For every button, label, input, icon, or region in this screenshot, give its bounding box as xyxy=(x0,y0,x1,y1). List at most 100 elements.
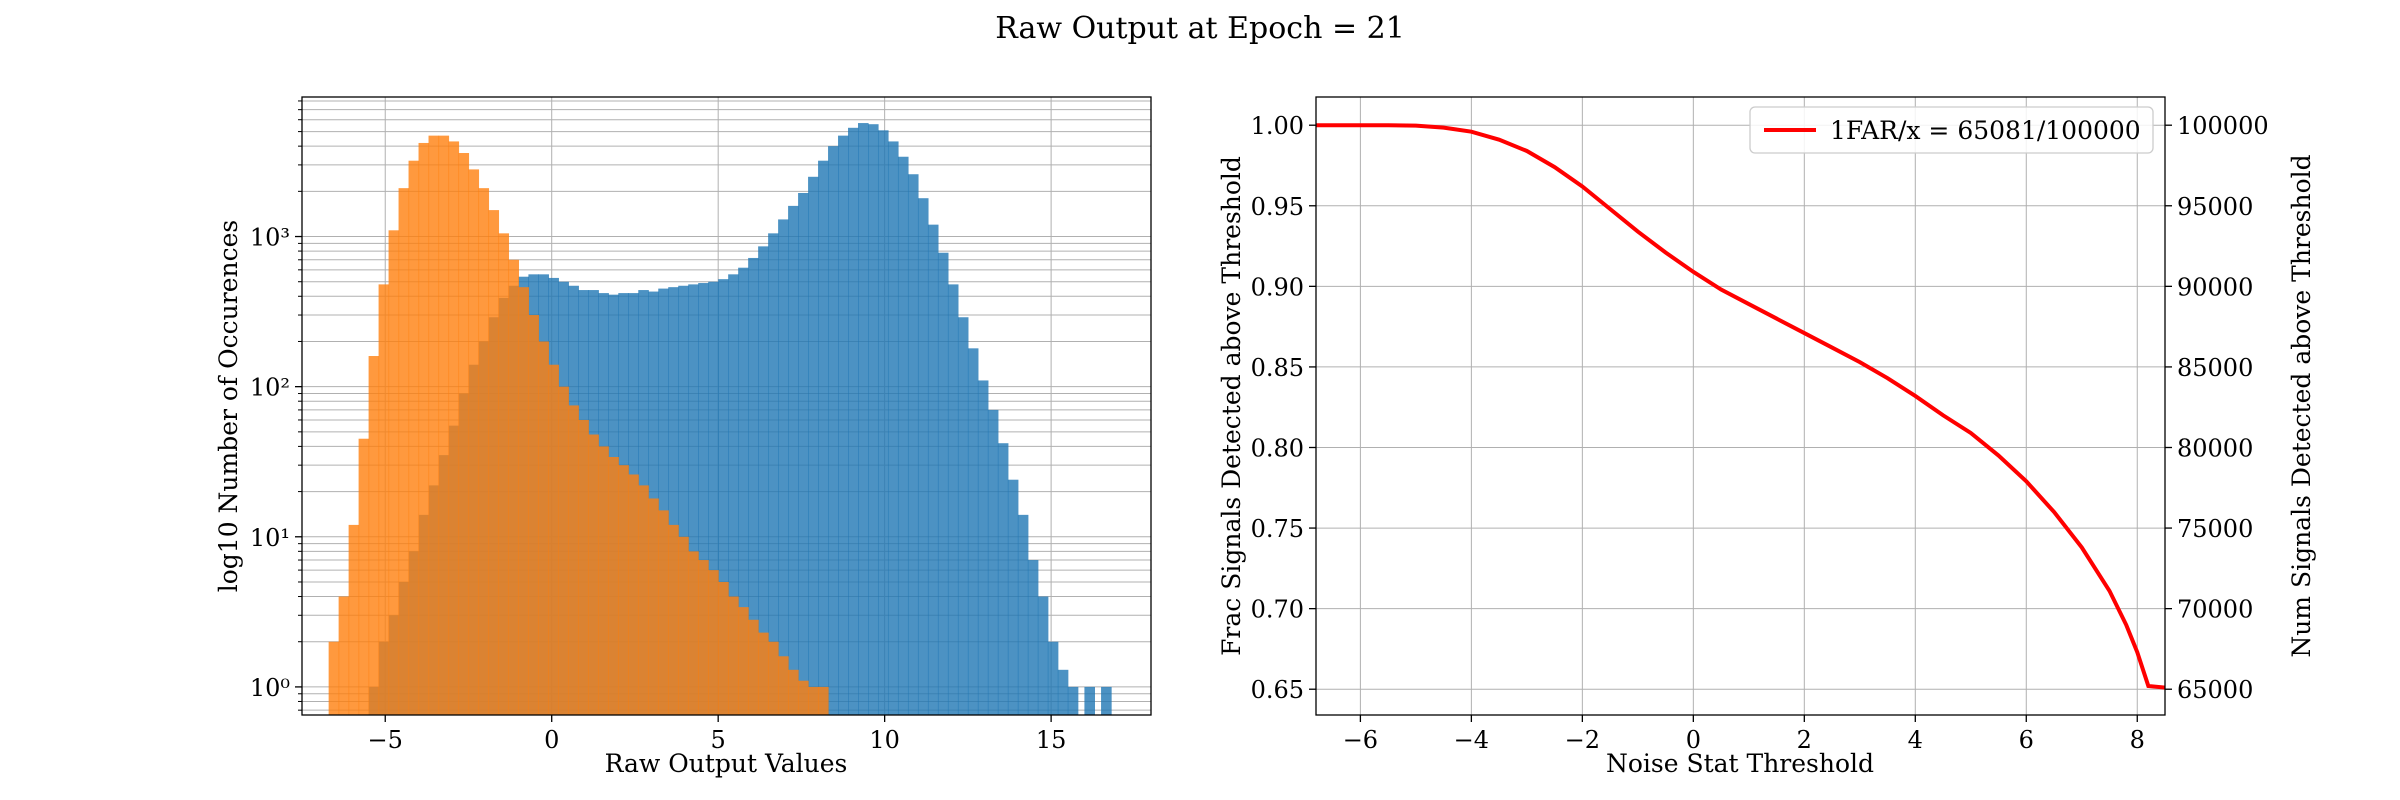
signal-histogram-bar xyxy=(658,288,669,715)
signal-histogram-bar xyxy=(718,279,729,715)
signal-histogram-bar xyxy=(728,274,739,715)
noise-histogram-bar xyxy=(528,315,539,715)
noise-histogram-bar xyxy=(688,551,699,715)
noise-histogram-bar xyxy=(368,356,380,715)
signal-histogram-bar xyxy=(937,252,949,716)
signal-histogram-bar xyxy=(1037,596,1049,715)
histogram-x-tick-label: 10 xyxy=(869,726,900,754)
signal-histogram-bar xyxy=(738,267,749,715)
signal-histogram-bar xyxy=(1101,686,1112,715)
noise-histogram-bar xyxy=(338,596,350,715)
signal-histogram-bar xyxy=(748,257,759,715)
detection-curve-x-tick-label: −4 xyxy=(1454,726,1489,754)
signal-histogram-bar xyxy=(907,174,919,715)
noise-histogram-bar xyxy=(818,686,829,715)
detection-curve-right-y-tick-label: 80000 xyxy=(2177,434,2253,462)
detection-curve-y-tick-label: 0.95 xyxy=(1251,193,1304,221)
histogram-y-tick-label: 10² xyxy=(250,374,290,402)
histogram-y-tick-label: 10³ xyxy=(250,224,290,252)
noise-histogram-bar xyxy=(578,419,589,715)
signal-histogram-bar xyxy=(708,281,719,715)
detection-curve-y-axis-label: Frac Signals Detected above Threshold xyxy=(1217,156,1246,656)
histogram-x-tick-label: 0 xyxy=(544,726,559,754)
signal-histogram-bar xyxy=(788,205,799,715)
signal-histogram-bar xyxy=(798,192,809,715)
histogram-bars xyxy=(328,123,1112,716)
signal-histogram-bar xyxy=(678,285,689,715)
noise-histogram-bar xyxy=(348,524,360,715)
detection-curve-right-y-tick-label: 100000 xyxy=(2177,112,2269,140)
signal-histogram-bar xyxy=(917,198,929,715)
signal-histogram-bar xyxy=(1017,514,1029,715)
detection-curve-y-tick-label: 0.65 xyxy=(1251,676,1304,704)
noise-histogram-bar xyxy=(588,434,599,715)
figure-title: Raw Output at Epoch = 21 xyxy=(995,11,1405,46)
noise-histogram-bar xyxy=(698,560,709,715)
noise-histogram-bar xyxy=(668,524,679,715)
noise-histogram-bar xyxy=(638,485,649,715)
histogram-panel: −5 0 5 10 15 10⁰ 10¹ 10² 10³ Raw Output Values l… xyxy=(214,96,1152,778)
noise-histogram-bar xyxy=(548,364,559,715)
signal-histogram-bar xyxy=(1067,686,1079,715)
signal-histogram-bar xyxy=(1084,686,1095,715)
signal-histogram-bar xyxy=(967,348,979,715)
detection-curve-x-tick-label: 6 xyxy=(2019,726,2034,754)
detection-curve-y-tick-label: 0.75 xyxy=(1251,515,1304,543)
signal-histogram-bar xyxy=(698,283,709,715)
noise-histogram-bar xyxy=(388,230,400,715)
noise-histogram-bar xyxy=(618,465,629,715)
noise-histogram-bar xyxy=(518,287,529,715)
histogram-axes-frame xyxy=(301,96,1152,716)
legend-box xyxy=(1749,106,2154,154)
signal-histogram-bar xyxy=(1057,669,1069,715)
noise-histogram-bar xyxy=(718,581,729,715)
detection-curve-x-tick-label: −6 xyxy=(1343,726,1378,754)
noise-histogram-bar xyxy=(738,607,749,715)
noise-histogram-bar xyxy=(608,456,619,715)
histogram-x-tick-label: −5 xyxy=(368,726,403,754)
signal-histogram-bar xyxy=(927,224,939,715)
signal-histogram-bar xyxy=(858,123,869,715)
noise-histogram-bar xyxy=(358,438,370,715)
noise-histogram-bar xyxy=(708,570,719,715)
detection-curve-x-tick-label: −2 xyxy=(1565,726,1600,754)
noise-histogram-bar xyxy=(598,446,609,715)
histogram-x-tick-label: 15 xyxy=(1036,726,1067,754)
detection-curve-x-tick-label: 8 xyxy=(2130,726,2145,754)
legend: 1FAR/x = 65081/100000 xyxy=(1749,106,2154,154)
detection-curve-right-y-tick-label: 75000 xyxy=(2177,515,2253,543)
noise-histogram-bar xyxy=(748,619,759,715)
detection-curve-x-tick-label: 2 xyxy=(1797,726,1812,754)
detection-curve-y-tick-label: 0.70 xyxy=(1251,596,1304,624)
noise-histogram-bar xyxy=(758,632,769,715)
histogram-y-tick-label: 10¹ xyxy=(250,524,290,552)
noise-histogram-bar xyxy=(538,341,549,715)
detection-curve-y-tick-label: 0.90 xyxy=(1251,273,1304,301)
noise-histogram-bar xyxy=(568,405,579,715)
noise-histogram-bar xyxy=(498,233,510,715)
detection-curve-x-axis-label: Noise Stat Threshold xyxy=(1606,749,1874,778)
noise-histogram-bar xyxy=(798,680,809,715)
signal-histogram-bar xyxy=(828,146,839,716)
legend-entry-label: 1FAR/x = 65081/100000 xyxy=(1830,116,2141,145)
noise-histogram-bar xyxy=(678,536,689,715)
noise-histogram-bar xyxy=(558,386,569,715)
signal-histogram-bar xyxy=(758,246,769,716)
signal-histogram-bar xyxy=(848,127,859,715)
noise-histogram-bar xyxy=(488,210,500,715)
noise-histogram-bar xyxy=(418,142,430,716)
detection-curve-ticks: −6 −4 −2 0 2 4 6 8 0.65 0.70 0.75 0.80 0.85 0.90 0.95 1… xyxy=(1251,112,2269,754)
signal-histogram-bar xyxy=(688,284,699,715)
noise-histogram-bar xyxy=(398,188,410,716)
histogram-x-tick-label: 5 xyxy=(711,726,726,754)
detection-curve-right-y-tick-label: 65000 xyxy=(2177,676,2253,704)
noise-histogram-bar xyxy=(648,498,659,715)
signal-histogram-bar xyxy=(897,156,909,715)
detection-curve-right-y-tick-label: 95000 xyxy=(2177,193,2253,221)
detection-curve-grid xyxy=(1316,97,2165,715)
noise-histogram-bar xyxy=(328,641,340,715)
detection-curve-right-y-tick-label: 85000 xyxy=(2177,354,2253,382)
noise-histogram-bar xyxy=(438,135,450,715)
noise-histogram-bar xyxy=(428,135,440,715)
